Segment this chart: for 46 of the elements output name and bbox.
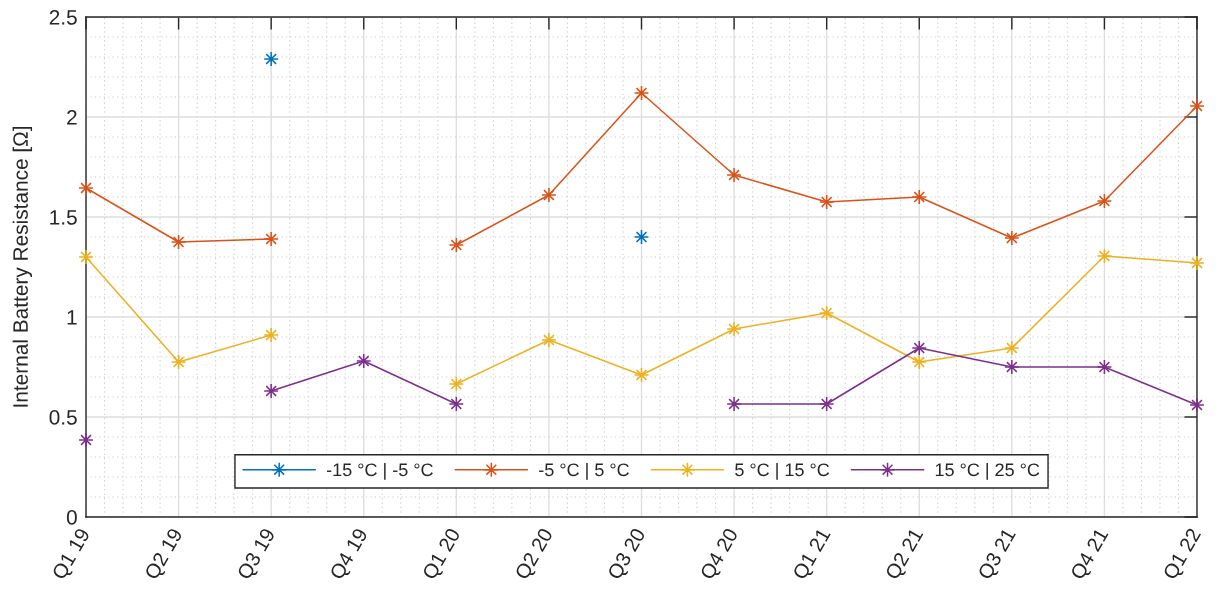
point bbox=[1004, 230, 1020, 246]
legend-label: -5 °C | 5 °C bbox=[539, 462, 629, 480]
point bbox=[356, 353, 372, 369]
x-tick-label: Q4 19 bbox=[329, 527, 372, 583]
y-tick-label: 2.5 bbox=[49, 10, 77, 25]
point bbox=[541, 187, 557, 203]
point bbox=[911, 354, 927, 370]
x-tick-label: Q3 21 bbox=[977, 527, 1020, 583]
y-tick-label: 2 bbox=[67, 110, 77, 125]
x-tick-label: Q1 21 bbox=[792, 527, 834, 583]
x-tick-label: Q4 20 bbox=[699, 527, 742, 583]
y-tick-label: 0.5 bbox=[49, 410, 77, 425]
x-tick-label: Q1 20 bbox=[421, 527, 464, 583]
legend-label: -15 °C | -5 °C bbox=[326, 462, 433, 480]
point bbox=[78, 180, 94, 196]
point bbox=[726, 321, 742, 337]
legend-label: 5 °C | 15 °C bbox=[735, 462, 830, 480]
x-tick-label: Q2 19 bbox=[143, 527, 186, 583]
point bbox=[1189, 255, 1205, 271]
x-tick-label: Q1 22 bbox=[1162, 527, 1205, 583]
x-tick-label: Q4 21 bbox=[1069, 527, 1112, 583]
point bbox=[78, 432, 94, 448]
point bbox=[263, 327, 279, 343]
x-tick-label: Q3 19 bbox=[236, 527, 279, 583]
point bbox=[1189, 397, 1205, 413]
point bbox=[1189, 98, 1205, 114]
point bbox=[911, 189, 927, 205]
point bbox=[263, 383, 279, 399]
x-tick-label: Q2 20 bbox=[514, 527, 557, 583]
y-tick-label: 1 bbox=[67, 310, 77, 325]
point bbox=[726, 167, 742, 183]
point bbox=[263, 231, 279, 247]
y-tick-label: 1.5 bbox=[50, 210, 77, 225]
point bbox=[263, 51, 279, 67]
point bbox=[78, 249, 94, 265]
point bbox=[1004, 340, 1020, 356]
point bbox=[726, 396, 742, 412]
x-tick-label: Q1 19 bbox=[51, 527, 94, 583]
legend-label: 15 °C | 25 °C bbox=[935, 462, 1040, 480]
point bbox=[1004, 359, 1020, 375]
y-tick-label: 0 bbox=[66, 510, 77, 525]
point bbox=[911, 340, 927, 356]
x-tick-label: Q2 21 bbox=[884, 527, 927, 583]
point bbox=[541, 332, 557, 348]
x-tick-label: Q3 20 bbox=[606, 527, 649, 583]
y-axis-title: Internal Battery Resistance [Ω] bbox=[12, 126, 33, 407]
